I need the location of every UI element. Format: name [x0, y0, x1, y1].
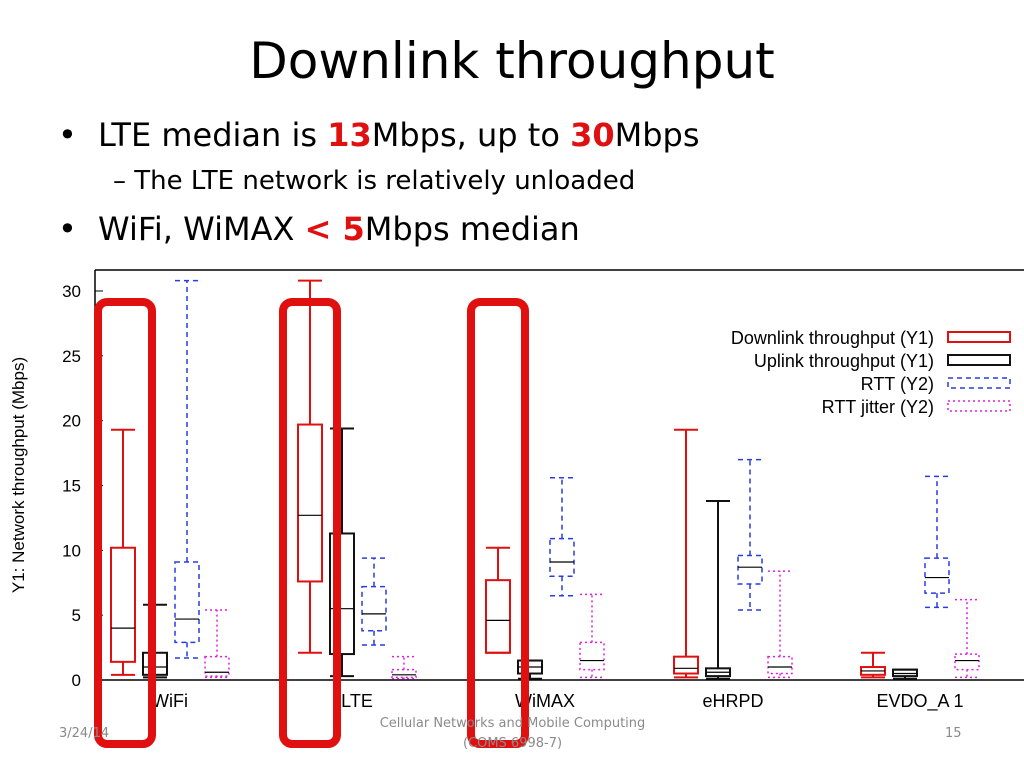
legend-swatch	[947, 400, 1011, 412]
y-axis-label: Y1: Network throughput (Mbps)	[9, 357, 28, 593]
y-tick-label: 5	[72, 606, 81, 625]
bullet-dot: •	[58, 210, 77, 248]
x-tick-label: WiFi	[152, 691, 188, 711]
bullet-wifi-wimax: • WiFi, WiMAX < 5Mbps median	[58, 210, 580, 248]
box-2-1	[361, 557, 387, 646]
box-1-3	[705, 500, 731, 680]
bullet-text: Mbps median	[364, 210, 580, 248]
x-tick-label: WiMAX	[515, 691, 575, 711]
box-iqr	[391, 668, 417, 679]
bullet-dot: •	[58, 116, 77, 154]
box-iqr	[673, 655, 699, 675]
box-iqr	[549, 537, 575, 578]
x-tick-label: eHRPD	[702, 691, 763, 711]
x-tick-label: LTE	[341, 691, 373, 711]
bullet-lte: • LTE median is 13Mbps, up to 30Mbps	[58, 116, 700, 154]
box-3-0	[204, 609, 230, 679]
legend-label: RTT (Y2)	[861, 374, 934, 394]
footer-page-number: 15	[945, 726, 962, 741]
y-tick-label: 20	[62, 412, 81, 431]
slide-title: Downlink throughput	[249, 32, 775, 90]
box-2-3	[737, 458, 763, 611]
box-0-4	[860, 651, 886, 679]
median-threshold: < 5	[304, 210, 365, 248]
box-iqr	[954, 653, 980, 671]
bullet-text: WiFi, WiMAX	[98, 210, 305, 248]
legend-label: RTT jitter (Y2)	[822, 397, 934, 417]
box-iqr	[924, 557, 950, 594]
box-2-2	[549, 476, 575, 597]
bullet-text: Mbps	[614, 116, 700, 154]
box-1-1	[329, 427, 355, 678]
box-iqr	[579, 641, 605, 671]
box-plot-chart: 0 5 10 15 20 25 30 Y1: Network throughput (Mbps…	[9, 269, 1024, 748]
y-tick-label: 30	[62, 282, 81, 301]
y-tick-label: 10	[62, 541, 81, 560]
box-0-1	[297, 279, 323, 654]
box-iqr	[892, 668, 918, 678]
box-iqr	[110, 546, 136, 663]
legend-label: Downlink throughput (Y1)	[731, 328, 934, 348]
highlight-box-lte	[279, 298, 341, 748]
box-0-3	[673, 428, 699, 679]
box-iqr	[485, 579, 511, 654]
legend-swatch	[947, 331, 1011, 343]
highlight-box-wimax	[467, 298, 529, 748]
box-iqr	[174, 561, 200, 644]
box-iqr	[737, 554, 763, 585]
x-tick-label: EVDO_A 1	[876, 691, 963, 712]
box-0-2	[485, 546, 511, 654]
highlight-box-wifi	[94, 298, 156, 748]
y-tick-label: 0	[72, 671, 81, 690]
legend-swatch	[947, 377, 1011, 389]
box-iqr	[361, 585, 387, 632]
box-iqr	[297, 423, 323, 583]
sub-bullet-lte: – The LTE network is relatively unloaded	[113, 166, 636, 196]
footer-course-line2: (COMS 6998-7)	[462, 736, 563, 751]
box-2-0	[174, 279, 200, 659]
footer-course: Cellular Networks and Mobile Computing (…	[350, 714, 675, 754]
box-2-4	[924, 475, 950, 609]
box-3-2	[579, 593, 605, 679]
footer-date: 3/24/14	[59, 726, 110, 741]
footer-course-line1: Cellular Networks and Mobile Computing	[379, 716, 646, 731]
lte-max-value: 30	[570, 116, 615, 154]
legend-label: Uplink throughput (Y1)	[754, 351, 934, 371]
y-tick-label: 25	[62, 347, 81, 366]
box-3-3	[767, 570, 793, 679]
box-0-0	[110, 428, 136, 676]
box-iqr	[329, 532, 355, 656]
lte-median-value: 13	[327, 116, 372, 154]
box-iqr	[767, 655, 793, 675]
legend-swatch	[947, 354, 1011, 366]
box-iqr	[204, 655, 230, 677]
box-3-4	[954, 598, 980, 679]
box-1-4	[892, 668, 918, 680]
bullet-text: Mbps, up to	[371, 116, 571, 154]
bullet-text: LTE median is	[98, 116, 328, 154]
y-tick-label: 15	[62, 477, 81, 496]
box-3-1	[391, 655, 417, 680]
